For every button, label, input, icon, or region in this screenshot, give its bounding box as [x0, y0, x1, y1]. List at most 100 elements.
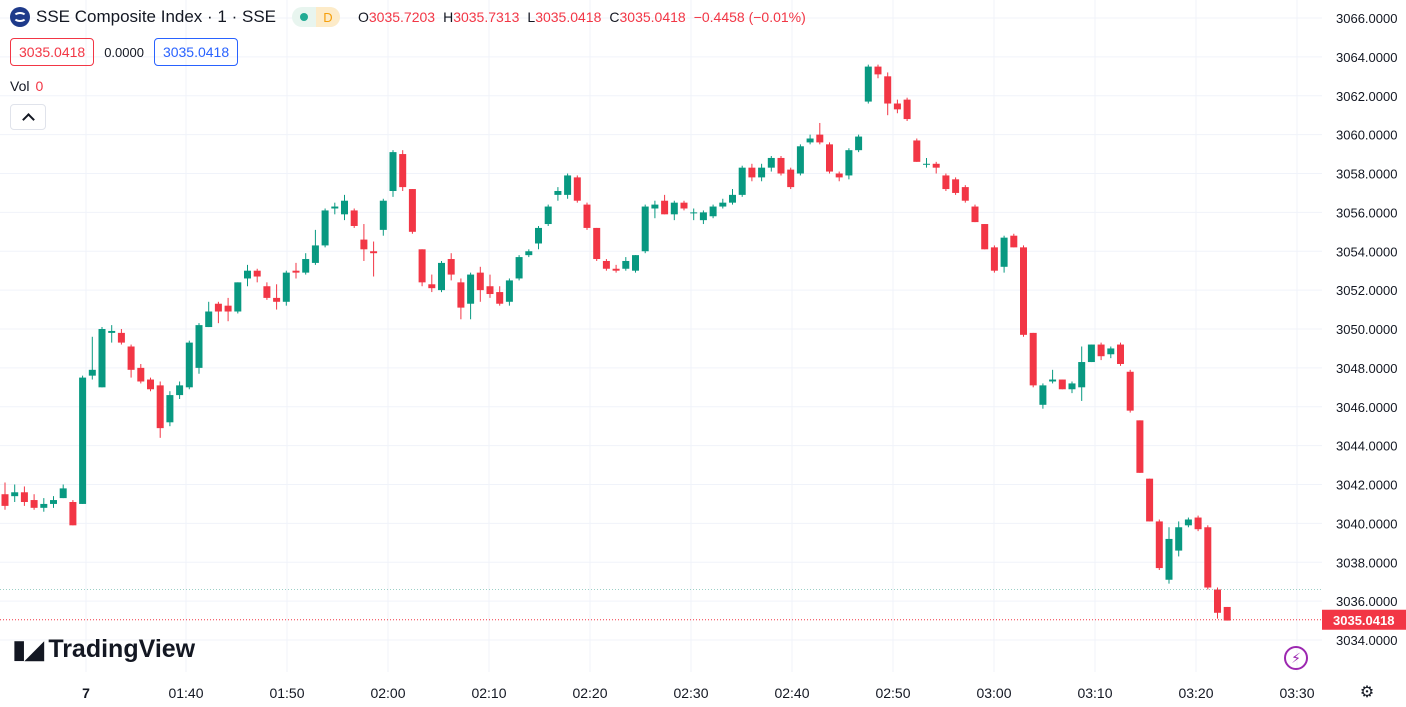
- x-tick-label: 03:00: [976, 685, 1011, 701]
- price-axis[interactable]: 3066.0000 3064.0000 3062.0000 3060.0000 3058…: [1322, 11, 1406, 648]
- candle-body: [826, 144, 833, 172]
- candle-body: [777, 157, 785, 174]
- last-price-badge: [1322, 609, 1406, 630]
- candle-body: [108, 330, 116, 333]
- tradingview-logo-icon: ▮◢: [12, 634, 44, 664]
- volume-label: Vol: [10, 78, 30, 94]
- candle-body: [428, 284, 436, 289]
- candle-body: [1097, 344, 1105, 357]
- volume-value: 0: [35, 78, 44, 94]
- x-tick-label: 03:20: [1178, 685, 1213, 701]
- candle-body: [680, 202, 688, 209]
- candle-body: [389, 152, 397, 191]
- candle-body: [370, 251, 378, 254]
- candle-body: [156, 385, 164, 429]
- candle-body: [709, 206, 717, 217]
- candle-body: [971, 206, 979, 223]
- volume-legend[interactable]: Vol 0: [10, 78, 43, 94]
- candle-body: [729, 194, 736, 203]
- spread-value: 0.0000: [104, 44, 144, 60]
- candle-body: [913, 140, 921, 162]
- y-tick-label: 3064.0000: [1336, 50, 1397, 65]
- collapse-legend-button[interactable]: [10, 104, 46, 130]
- status-letter: D: [316, 7, 340, 27]
- market-status[interactable]: D: [292, 7, 340, 27]
- candle-body: [864, 66, 872, 102]
- candle-body: [758, 167, 766, 178]
- candle-body: [1, 494, 9, 506]
- candle-body: [360, 239, 368, 250]
- candle-body: [1175, 527, 1183, 551]
- time-axis[interactable]: 7 01:40 01:50 02:00 02:10 02:20 02:30 02:40 02:5…: [82, 685, 1315, 701]
- candle-body: [845, 150, 853, 176]
- candle-body: [515, 257, 523, 279]
- settings-icon[interactable]: ⚙: [1359, 684, 1375, 701]
- candle-body: [1136, 420, 1144, 473]
- candle-body: [350, 210, 358, 226]
- candle-body: [884, 76, 892, 104]
- candle-body: [282, 272, 290, 302]
- x-tick-label: 03:10: [1077, 685, 1112, 701]
- candle-body: [1058, 379, 1066, 390]
- y-tick-label: 3054.0000: [1336, 244, 1397, 259]
- candle-body: [612, 268, 620, 271]
- flash-icon[interactable]: ⚡: [1284, 646, 1308, 670]
- candle-body: [806, 138, 814, 143]
- candle-body: [632, 255, 639, 271]
- candle-body: [311, 245, 319, 263]
- candle-body: [1194, 517, 1202, 530]
- candle-body: [719, 202, 727, 207]
- x-tick-label: 02:30: [673, 685, 708, 701]
- candle-body: [1146, 478, 1154, 522]
- candle-body: [767, 157, 775, 168]
- candle-body: [874, 66, 882, 75]
- candle-body: [1049, 379, 1057, 382]
- candle-body: [535, 227, 542, 244]
- candle-body: [525, 251, 533, 256]
- buy-price-button[interactable]: 3035.0418: [153, 38, 239, 66]
- candle-body: [69, 501, 77, 526]
- candle-body: [1184, 519, 1192, 526]
- candle-body: [1039, 385, 1047, 405]
- y-tick-label: 3058.0000: [1336, 167, 1397, 182]
- symbol-title[interactable]: SSE Composite Index · 1 · SSE: [36, 7, 276, 26]
- candles: [1, 64, 1231, 621]
- candle-body: [447, 259, 455, 275]
- candle-body: [1087, 344, 1095, 363]
- ohlc-close: C3035.0418: [609, 9, 686, 25]
- candle-body: [11, 492, 19, 497]
- candle-body: [1223, 606, 1231, 621]
- candle-body: [554, 190, 562, 195]
- symbol-legend[interactable]: SSE Composite Index · 1 · SSE D O3035.72…: [10, 6, 806, 28]
- candle-body: [88, 369, 96, 376]
- y-tick-label: 3062.0000: [1336, 89, 1397, 104]
- y-tick-label: 3038.0000: [1336, 555, 1397, 570]
- candle-body: [602, 260, 610, 269]
- last-price-label: 3035.0418: [1333, 613, 1394, 628]
- candle-body: [651, 204, 659, 209]
- candle-body: [544, 206, 552, 225]
- candle-body: [855, 136, 863, 151]
- trade-price-boxes: 3035.0418 0.0000 3035.0418: [10, 38, 239, 66]
- y-tick-label: 3044.0000: [1336, 439, 1397, 454]
- candle-body: [573, 177, 581, 201]
- sell-price-button[interactable]: 3035.0418: [10, 38, 95, 66]
- grid-lines: [0, 0, 1322, 672]
- tradingview-logo[interactable]: ▮◢ TradingView: [12, 634, 195, 665]
- candle-body: [137, 367, 145, 382]
- y-tick-label: 3066.0000: [1336, 11, 1397, 26]
- x-tick-label: 02:00: [370, 685, 405, 701]
- y-tick-label: 3056.0000: [1336, 205, 1397, 220]
- x-tick-label: 03:30: [1279, 685, 1314, 701]
- candle-body: [796, 146, 804, 174]
- candle-body: [622, 260, 630, 269]
- candle-body: [932, 163, 940, 168]
- ohlc-low: L3035.0418: [527, 9, 602, 25]
- y-tick-label: 3046.0000: [1336, 400, 1397, 415]
- ohlc-change: −0.4458 (−0.01%): [693, 9, 806, 25]
- candle-body: [961, 187, 969, 201]
- candle-body: [990, 247, 998, 271]
- candle-body: [79, 377, 87, 504]
- candle-body: [467, 274, 475, 304]
